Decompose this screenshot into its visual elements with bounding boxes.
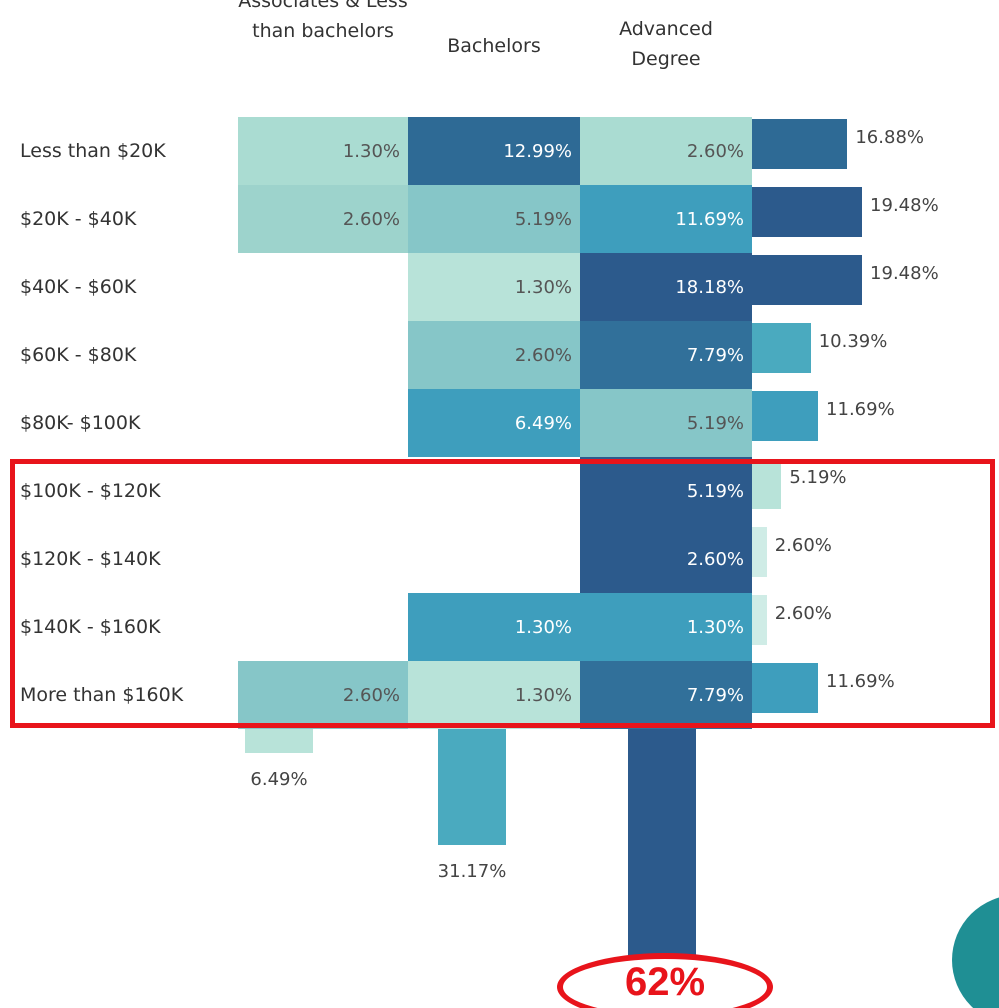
row-total-label: 11.69% [826,399,895,420]
row-total-label: 19.48% [870,263,939,284]
decoration [952,895,999,1008]
row-total-label: 2.60% [774,603,832,624]
cell-label: 2.60% [342,208,400,230]
row-label: $80K- $100K [20,412,141,434]
heat-cell: 2.60% [580,117,752,185]
cell-label: 5.19% [686,480,744,502]
cell-label: 5.19% [686,412,744,434]
row-total-bar [752,595,767,645]
row-total-bar [752,255,863,305]
column-header: Advanced Degree [619,18,713,70]
row-label: $120K - $140K [20,548,161,570]
row-total-label: 16.88% [855,127,924,148]
heat-cell: 1.30% [580,593,752,661]
row-total-bar [752,119,848,169]
annotation-ellipse [557,953,773,1008]
column-total-label: 6.49% [250,769,308,791]
heat-cell: 2.60% [238,185,408,253]
row-total-label: 19.48% [870,195,939,216]
column-total-bar [245,729,313,754]
row-total-label: 10.39% [818,331,888,352]
row-label: $40K - $60K [20,276,137,298]
column-header: Bachelors [447,35,541,57]
heat-cell: 6.49% [408,389,580,457]
row-label: Less than $20K [20,140,166,162]
cell-label: 5.19% [514,208,572,230]
row-total-bar [752,459,782,509]
cell-label: 1.30% [342,140,400,162]
heat-cell: 7.79% [580,661,752,729]
heat-cell: 2.60% [238,661,408,729]
column-total-bar [438,729,506,845]
heat-cell: 1.30% [408,593,580,661]
heat-cell: 7.79% [580,321,752,389]
cell-label: 1.30% [686,616,744,638]
cell-label: 12.99% [503,140,572,162]
highlight-box [10,459,995,728]
row-total-label: 2.60% [774,535,832,556]
row-total-bar [752,663,819,713]
cell-label: 1.30% [514,616,572,638]
row-label: $20K - $40K [20,208,137,230]
row-total-label: 11.69% [826,671,895,692]
heat-cell: 2.60% [408,321,580,389]
cell-label: 2.60% [514,344,572,366]
heat-cell: 5.19% [408,185,580,253]
heat-cell: 11.69% [580,185,752,253]
heat-cell: 2.60% [580,525,752,593]
cell-label: 6.49% [514,412,572,434]
cell-label: 18.18% [675,276,744,298]
row-total-bar [752,527,767,577]
annotation: 62% [624,960,706,1004]
cell-label: 1.30% [514,684,572,706]
column-total-label: 31.17% [437,860,507,882]
cell-label: 11.69% [675,208,744,230]
row-label: $140K - $160K [20,616,161,638]
cell-label: 2.60% [686,548,744,570]
cell-label: 7.79% [686,684,744,706]
row-total-bar [752,187,863,237]
row-label: $100K - $120K [20,480,161,502]
column-header: Associates & Less than bachelors [238,0,408,42]
heat-cell: 12.99% [408,117,580,185]
column-total-bar [628,729,696,961]
row-total-label: 5.19% [789,467,847,488]
cell-label: 2.60% [686,140,744,162]
cell-label: 2.60% [342,684,400,706]
heat-cell: 1.30% [238,117,408,185]
heat-cell: 1.30% [408,253,580,321]
heat-cell: 5.19% [580,457,752,525]
row-label: More than $160K [20,684,184,706]
cell-label: 1.30% [514,276,572,298]
heat-cell: 18.18% [580,253,752,321]
row-total-bar [752,391,819,441]
row-label: $60K - $80K [20,344,137,366]
heat-cell: 5.19% [580,389,752,457]
heat-cell: 1.30% [408,661,580,729]
row-total-bar [752,323,811,373]
cell-label: 7.79% [686,344,744,366]
